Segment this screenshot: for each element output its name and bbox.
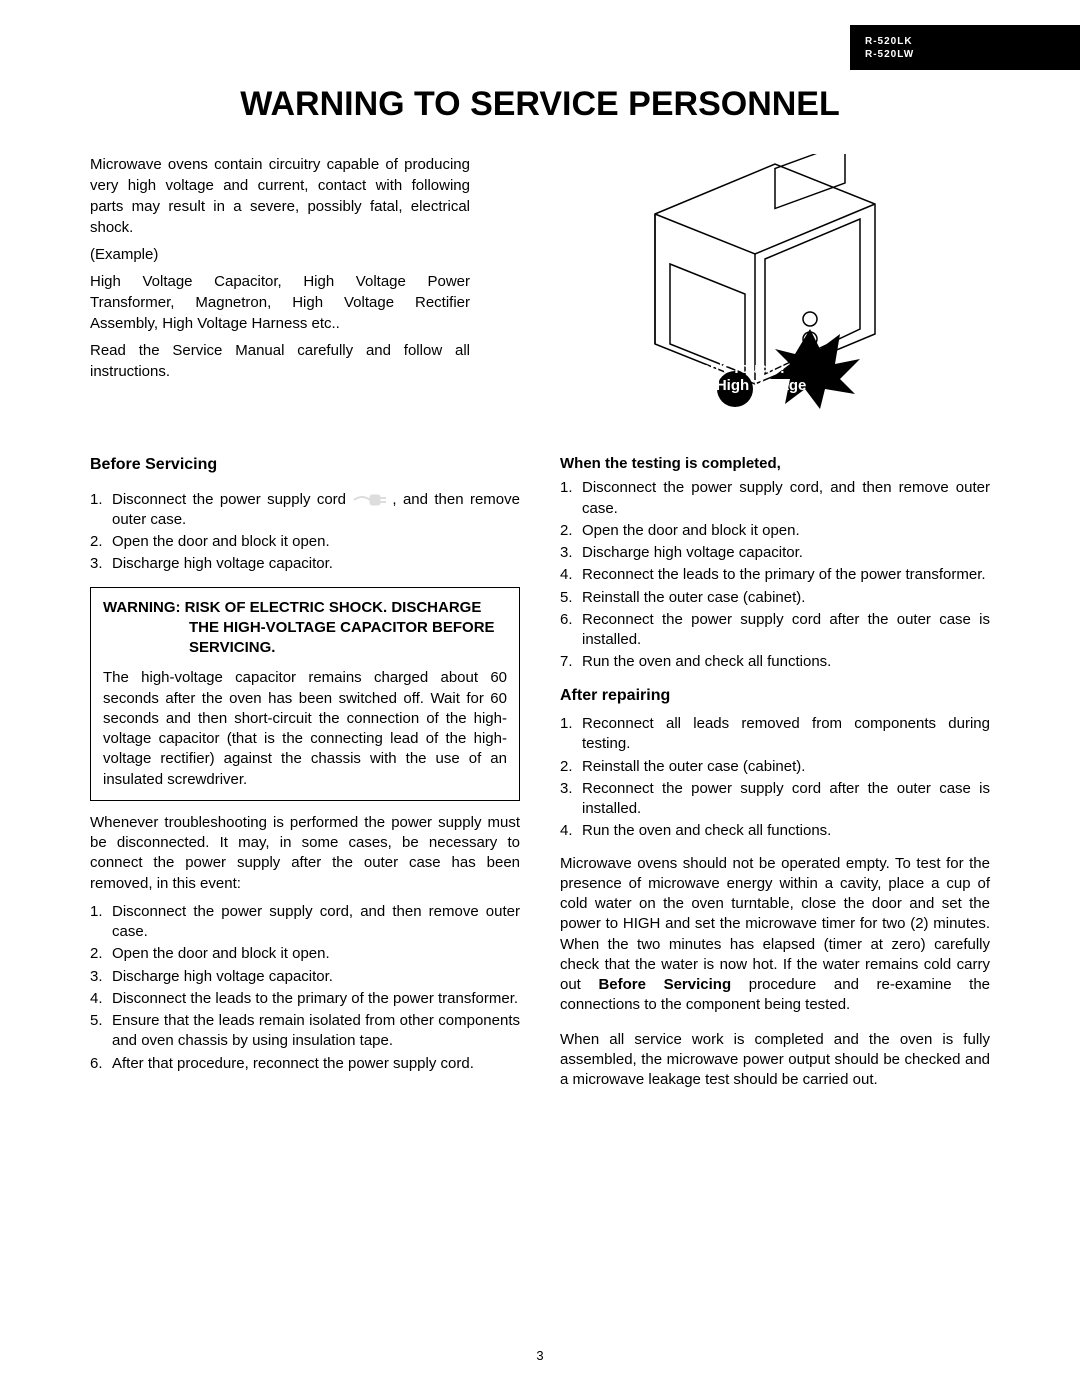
warning-box-body: The high-voltage capacitor remains charg…	[103, 668, 507, 790]
after-repairing-list: 1.Reconnect all leads removed from compo…	[560, 714, 990, 842]
list-num: 7.	[560, 652, 582, 672]
intro-section: Microwave ovens contain circuitry capabl…	[90, 154, 990, 414]
page-number: 3	[0, 1348, 1080, 1363]
list-item: Open the door and block it open.	[112, 532, 520, 552]
overlay-line-2: Danger High Voltage	[660, 377, 806, 394]
list-num: 1.	[560, 714, 582, 755]
list-item: Reconnect the leads to the primary of th…	[582, 565, 990, 585]
final-paragraph: When all service work is completed and t…	[560, 1030, 990, 1091]
list-num: 6.	[90, 1054, 112, 1074]
danger-overlay: Don't Touch ! Danger High Voltage	[660, 360, 806, 394]
empty-oven-paragraph: Microwave ovens should not be operated e…	[560, 854, 990, 1016]
page-title: WARNING TO SERVICE PERSONNEL	[90, 85, 990, 124]
list-item: Ensure that the leads remain isolated fr…	[112, 1011, 520, 1052]
list-num: 1.	[90, 490, 112, 531]
list-num: 3.	[560, 543, 582, 563]
list-item: Reconnect all leads removed from compone…	[582, 714, 990, 755]
list-item: Disconnect the power supply cord, and th…	[112, 902, 520, 943]
troubleshoot-intro: Whenever troubleshooting is performed th…	[90, 813, 520, 894]
model-line-2: R-520LW	[865, 48, 1065, 61]
list-item: Open the door and block it open.	[112, 944, 520, 964]
right-column: When the testing is completed, 1.Disconn…	[560, 454, 990, 1098]
list-num: 3.	[560, 779, 582, 820]
list-item: Discharge high voltage capacitor.	[112, 554, 520, 574]
list-num: 3.	[90, 967, 112, 987]
list-item: After that procedure, reconnect the powe…	[112, 1054, 520, 1074]
plug-icon	[352, 490, 392, 510]
list-num: 1.	[90, 902, 112, 943]
list-num: 1.	[560, 478, 582, 519]
before-servicing-heading: Before Servicing	[90, 454, 520, 476]
list-item: Disconnect the power supply cord , and t…	[112, 490, 520, 531]
overlay-line-1: Don't Touch !	[690, 360, 806, 377]
before-servicing-list: 1.Disconnect the power supply cord , and…	[90, 490, 520, 575]
list-item: Disconnect the leads to the primary of t…	[112, 989, 520, 1009]
list-num: 4.	[90, 989, 112, 1009]
list-num: 3.	[90, 554, 112, 574]
list-item: Reconnect the power supply cord after th…	[582, 610, 990, 651]
left-column: Before Servicing 1.Disconnect the power …	[90, 454, 520, 1098]
list-item: Reinstall the outer case (cabinet).	[582, 757, 990, 777]
list-num: 4.	[560, 821, 582, 841]
troubleshoot-list: 1.Disconnect the power supply cord, and …	[90, 902, 520, 1074]
intro-p4: Read the Service Manual carefully and fo…	[90, 340, 470, 382]
list-num: 6.	[560, 610, 582, 651]
intro-image: Don't Touch ! Danger High Voltage	[500, 154, 990, 414]
empty-pre: Microwave ovens should not be operated e…	[560, 855, 990, 994]
empty-bold: Before Servicing	[598, 976, 731, 993]
testing-complete-list: 1.Disconnect the power supply cord, and …	[560, 478, 990, 672]
list-item: Run the oven and check all functions.	[582, 652, 990, 672]
intro-p1: Microwave ovens contain circuitry capabl…	[90, 154, 470, 238]
after-repairing-heading: After repairing	[560, 685, 990, 707]
list-item: Open the door and block it open.	[582, 521, 990, 541]
list-item: Discharge high voltage capacitor.	[582, 543, 990, 563]
list-item: Disconnect the power supply cord, and th…	[582, 478, 990, 519]
testing-complete-heading: When the testing is completed,	[560, 454, 990, 474]
list-num: 2.	[560, 521, 582, 541]
list-item: Reinstall the outer case (cabinet).	[582, 588, 990, 608]
list-num: 2.	[90, 532, 112, 552]
step1-pre: Disconnect the power supply cord	[112, 491, 346, 508]
intro-p3: High Voltage Capacitor, High Voltage Pow…	[90, 271, 470, 334]
list-num: 4.	[560, 565, 582, 585]
intro-text: Microwave ovens contain circuitry capabl…	[90, 154, 470, 414]
list-num: 5.	[560, 588, 582, 608]
columns: Before Servicing 1.Disconnect the power …	[90, 454, 990, 1098]
list-num: 5.	[90, 1011, 112, 1052]
list-num: 2.	[560, 757, 582, 777]
intro-p2: (Example)	[90, 244, 470, 265]
list-item: Run the oven and check all functions.	[582, 821, 990, 841]
list-item: Discharge high voltage capacitor.	[112, 967, 520, 987]
warning-box-title: WARNING: RISK OF ELECTRIC SHOCK. DISCHAR…	[103, 598, 507, 659]
list-num: 2.	[90, 944, 112, 964]
model-header: R-520LK R-520LW	[850, 25, 1080, 70]
model-line-1: R-520LK	[865, 35, 1065, 48]
list-item: Reconnect the power supply cord after th…	[582, 779, 990, 820]
warning-box: WARNING: RISK OF ELECTRIC SHOCK. DISCHAR…	[90, 587, 520, 801]
